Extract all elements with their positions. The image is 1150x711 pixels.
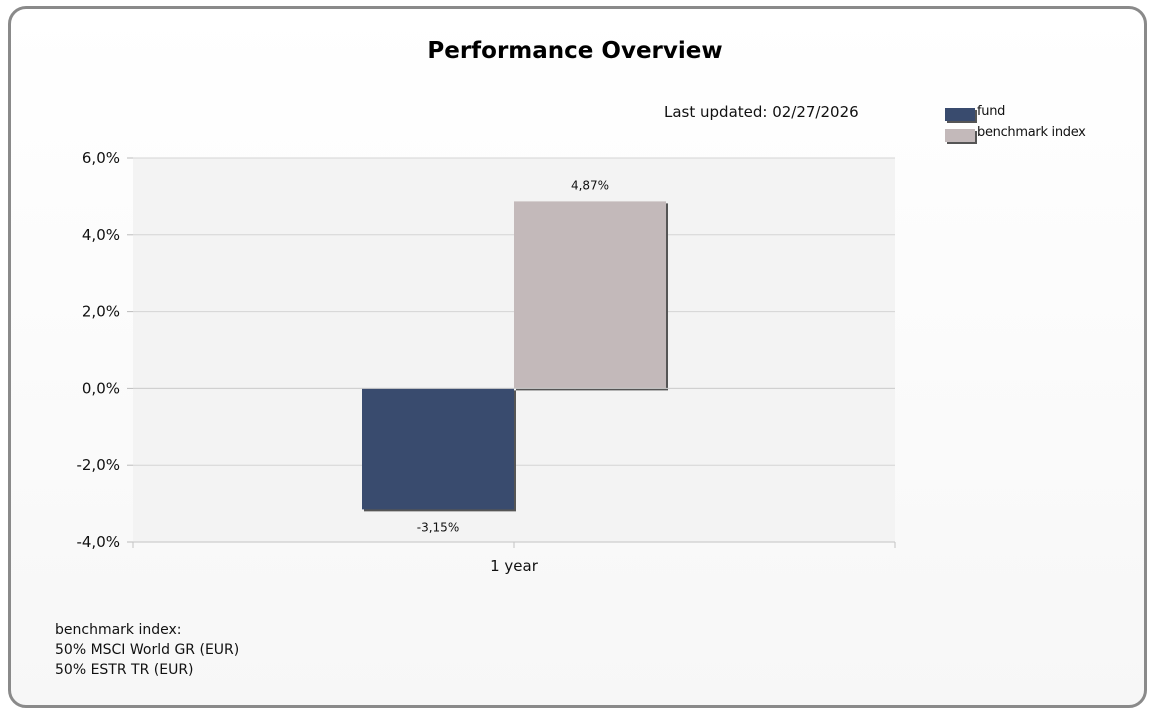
bar-fund bbox=[362, 388, 514, 510]
chart-title: Performance Overview bbox=[427, 38, 723, 64]
legend-label-benchmark: benchmark index bbox=[977, 125, 1086, 140]
legend-swatch-fund bbox=[945, 108, 975, 121]
y-tick-label: -4,0% bbox=[76, 533, 120, 551]
benchmark-footnote: benchmark index: 50% MSCI World GR (EUR)… bbox=[55, 620, 239, 680]
data-label: 4,87% bbox=[571, 178, 609, 192]
legend-swatch-benchmark bbox=[945, 129, 975, 142]
footnote-heading: benchmark index: bbox=[55, 622, 182, 638]
footnote-line-1: 50% MSCI World GR (EUR) bbox=[55, 642, 240, 658]
y-tick-label: -2,0% bbox=[76, 456, 120, 474]
y-tick-label: 6,0% bbox=[82, 149, 120, 167]
y-tick-label: 4,0% bbox=[82, 226, 120, 244]
legend-label-fund: fund bbox=[977, 104, 1006, 119]
data-label: -3,15% bbox=[417, 520, 459, 534]
y-tick-label: 0,0% bbox=[82, 379, 120, 397]
last-updated-text: Last updated: 02/27/2026 bbox=[664, 103, 859, 121]
y-tick-label: 2,0% bbox=[82, 303, 120, 321]
bar-benchmark-index bbox=[514, 201, 666, 389]
footnote-line-2: 50% ESTR TR (EUR) bbox=[55, 662, 194, 678]
x-tick-label: 1 year bbox=[490, 557, 539, 575]
